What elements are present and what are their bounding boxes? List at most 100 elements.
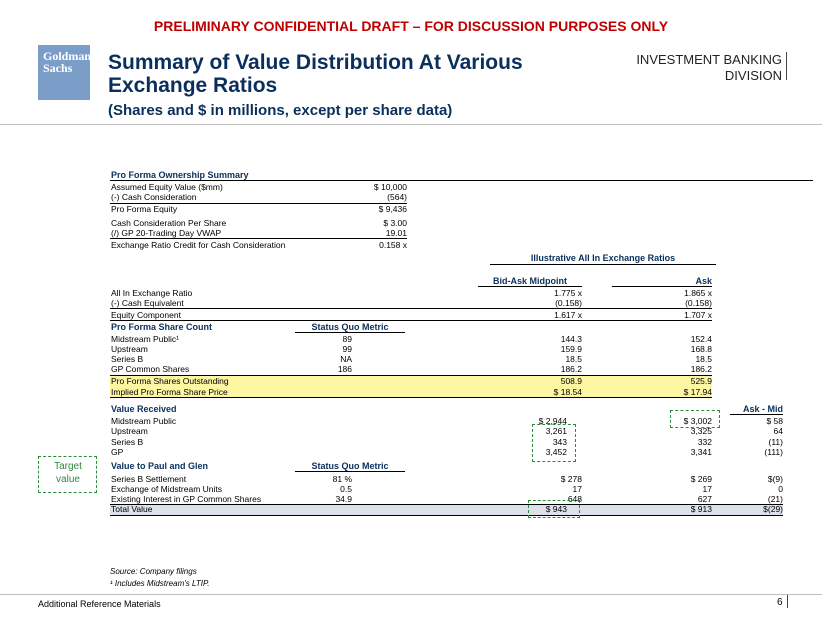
- paul-glen-sq-header: Status Quo Metric: [311, 461, 389, 471]
- ownership-value: (564): [387, 192, 407, 202]
- page-number-divider: [787, 595, 788, 608]
- col-header-ask: Ask: [695, 276, 712, 286]
- ownership-header: Pro Forma Ownership Summary: [111, 170, 249, 180]
- share-label: GP Common Shares: [111, 364, 190, 374]
- ratio-mid: 1.617 x: [554, 310, 582, 320]
- pg-mid: $ 278: [560, 474, 582, 484]
- value-mid: $ 2,944: [538, 416, 567, 426]
- ratios-header-rule: [490, 264, 716, 265]
- ownership-value: 19.01: [385, 228, 407, 238]
- ratio-label: (-) Cash Equivalent: [111, 298, 184, 308]
- ratio-mid: 1.775 x: [554, 288, 582, 298]
- share-sq: 89: [342, 334, 352, 344]
- value-mid: 343: [552, 437, 567, 447]
- ownership-value: $ 3.00: [383, 218, 407, 228]
- ratio-bottom-rule: [110, 320, 712, 321]
- ratios-header: Illustrative All In Exchange Ratios: [530, 253, 676, 263]
- pg-ask: 17: [702, 484, 712, 494]
- col-ask-rule: [612, 286, 712, 287]
- share-ask: 152.4: [690, 334, 712, 344]
- share-sq: 99: [342, 344, 352, 354]
- footnote: ¹ Includes Midstream's LTIP.: [110, 579, 210, 588]
- value-ask: 332: [697, 437, 712, 447]
- pg-ask: $ 269: [690, 474, 712, 484]
- ask-value-dash-box: [670, 410, 720, 428]
- pg-sq: 0.5: [340, 484, 352, 494]
- shares-outstanding-label: Pro Forma Shares Outstanding: [111, 376, 229, 386]
- share-mid: 18.5: [565, 354, 582, 364]
- target-line1: Target: [54, 461, 82, 472]
- ratio-label: Equity Component: [111, 310, 181, 320]
- value-ask: $ 3,002: [683, 416, 712, 426]
- ownership-label: (/) GP 20-Trading Day VWAP: [111, 228, 222, 238]
- value-label: Series B: [111, 437, 144, 447]
- share-ask: 168.8: [690, 344, 712, 354]
- share-ask: 186.2: [690, 364, 712, 374]
- ownership-label: Exchange Ratio Credit for Cash Considera…: [111, 240, 286, 250]
- ownership-label: Cash Consideration Per Share: [111, 218, 227, 228]
- status-quo-header: Status Quo Metric: [311, 322, 389, 332]
- ownership-label: (-) Cash Consideration: [111, 192, 197, 202]
- share-mid: 144.3: [560, 334, 582, 344]
- pg-sq: 81 %: [332, 474, 352, 484]
- value-label: Upstream: [111, 426, 148, 436]
- value-diff: (11): [768, 437, 784, 447]
- logo-line1: Goldman: [43, 49, 92, 63]
- share-label: Series B: [111, 354, 144, 364]
- ratio-mid: (0.158): [555, 298, 582, 308]
- shares-outstanding-rule: [110, 375, 712, 376]
- value-mid: 3,261: [545, 426, 567, 436]
- page-subtitle: (Shares and $ in millions, except per sh…: [108, 102, 453, 119]
- ownership-value: $ 9,436: [378, 204, 407, 214]
- pg-ask: 627: [697, 494, 712, 504]
- paul-glen-header: Value to Paul and Glen: [111, 461, 209, 471]
- ownership-subtotal-rule: [110, 203, 407, 204]
- ownership-label: Pro Forma Equity: [111, 204, 178, 214]
- share-mid: 186.2: [560, 364, 582, 374]
- source-note: Source: Company filings: [110, 567, 197, 576]
- division-line2: DIVISION: [724, 68, 782, 83]
- page-number: 6: [777, 597, 783, 608]
- value-diff: $ 58: [766, 416, 783, 426]
- total-bottom-rule: [110, 515, 783, 516]
- total-top-rule: [110, 504, 783, 505]
- value-diff: 64: [773, 426, 783, 436]
- page-title-line1: Summary of Value Distribution At Various: [108, 51, 523, 74]
- ownership-ratio-rule: [110, 238, 407, 239]
- ask-mid-header-rule: [730, 414, 783, 415]
- value-label: GP: [111, 447, 124, 457]
- paul-glen-sq-rule: [295, 471, 405, 472]
- pg-diff: (21): [767, 494, 783, 504]
- pg-mid: 17: [572, 484, 582, 494]
- pg-diff: 0: [778, 484, 783, 494]
- status-quo-header-rule: [295, 332, 405, 333]
- share-price-rule: [110, 397, 712, 398]
- goldman-sachs-logo: Goldman Sachs: [38, 45, 92, 100]
- footer-divider: [0, 594, 822, 595]
- logo-line2: Sachs: [43, 61, 73, 75]
- total-label: Total Value: [111, 504, 153, 514]
- target-line2: value: [56, 474, 80, 485]
- ratio-ask: 1.865 x: [684, 288, 712, 298]
- value-mid: 3,452: [545, 447, 567, 457]
- pg-diff: $(9): [767, 474, 783, 484]
- total-diff: $(29): [763, 504, 783, 514]
- pg-label: Existing Interest in GP Common Shares: [111, 494, 262, 504]
- share-price-ask: $ 17.94: [683, 387, 712, 397]
- mid-value-dash-box: [532, 424, 576, 462]
- shares-outstanding-mid: 508.9: [560, 376, 582, 386]
- share-ask: 18.5: [695, 354, 712, 364]
- target-value-box: [38, 456, 97, 493]
- value-ask: 3,325: [690, 426, 712, 436]
- share-mid: 159.9: [560, 344, 582, 354]
- header-divider: [0, 124, 822, 125]
- share-count-header: Pro Forma Share Count: [111, 322, 213, 332]
- share-sq: 186: [337, 364, 352, 374]
- share-price-label: Implied Pro Forma Share Price: [111, 387, 228, 397]
- pg-label: Series B Settlement: [111, 474, 187, 484]
- shares-highlight-band: [110, 375, 712, 397]
- total-band: [110, 504, 783, 515]
- value-ask: 3,341: [690, 447, 712, 457]
- share-label: Upstream: [111, 344, 148, 354]
- ownership-header-rule: [110, 180, 813, 181]
